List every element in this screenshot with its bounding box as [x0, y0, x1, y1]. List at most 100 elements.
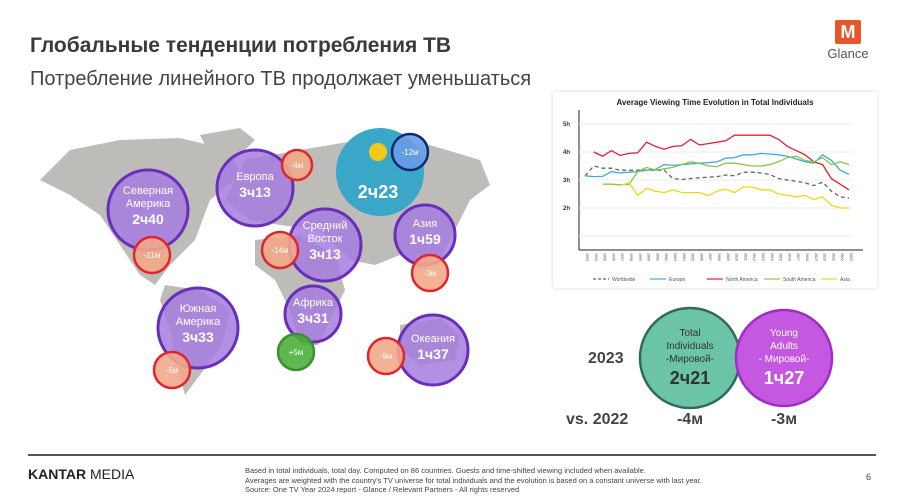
- region-name: Средний: [303, 220, 348, 232]
- footnote: Source: One TV Year 2024 report - Glance…: [245, 485, 520, 494]
- x-tick-label: 2023: [849, 253, 853, 261]
- region-time: 2ч40: [132, 211, 164, 227]
- delta-value: -11м: [144, 251, 160, 260]
- kazakhstan-time: 2ч23: [358, 182, 398, 202]
- x-tick-label: 1993: [585, 253, 589, 261]
- y-tick-label: 3h: [563, 178, 570, 184]
- kazakhstan-delta-bubble: -12м: [390, 132, 430, 172]
- region-time: 1ч59: [409, 231, 441, 247]
- young-delta: -3м: [770, 411, 798, 428]
- footnote: Averages are weighted with the country's…: [245, 475, 702, 485]
- y-tick-label: 5h: [563, 122, 570, 128]
- page-number: 6: [866, 472, 872, 482]
- x-tick-label: 2002: [664, 253, 668, 261]
- total-delta: -4м: [676, 411, 704, 428]
- total-individuals-circle: Total Individuals -Мировой- 2ч21: [638, 306, 742, 410]
- x-tick-label: 2010: [735, 253, 739, 261]
- x-tick-label: 2006: [699, 253, 703, 261]
- x-tick-label: 2016: [787, 253, 791, 261]
- x-tick-label: 2017: [796, 253, 800, 261]
- x-tick-label: 2013: [761, 253, 765, 261]
- delta-value: +5м: [289, 348, 304, 357]
- x-tick-label: 2011: [743, 253, 747, 261]
- kantar-media-logo: KANTAR MEDIA: [28, 466, 134, 482]
- young-time: 1ч27: [764, 368, 804, 388]
- summary-circles: Total Individuals -Мировой- 2ч21 Young A…: [638, 306, 834, 410]
- legend-label: South America: [783, 277, 816, 283]
- young-l1: Young: [770, 328, 798, 339]
- total-l1: Total: [679, 328, 700, 339]
- x-tick-label: 2020: [823, 253, 827, 261]
- delta-value: -14м: [271, 246, 288, 255]
- viewing-time-chart: Average Viewing Time Evolution in Total …: [553, 92, 877, 288]
- kazakhstan-delta: -12м: [401, 148, 418, 157]
- region-name: Африка: [293, 297, 334, 309]
- x-tick-label: 2012: [752, 253, 756, 261]
- young-l2: Adults: [770, 341, 798, 352]
- series-line-south-america: [602, 155, 850, 186]
- series-line-asia: [620, 182, 849, 209]
- brand-bold: KANTAR: [28, 466, 87, 482]
- series-line-worldwide: [584, 165, 850, 199]
- footnotes: Based in total individuals, total day. C…: [245, 466, 702, 495]
- delta-bubble: +5м: [276, 332, 316, 372]
- line-chart: Average Viewing Time Evolution in Total …: [563, 98, 863, 283]
- y-tick-label: 2h: [563, 206, 570, 212]
- brand-rest: MEDIA: [86, 466, 135, 482]
- region-time: 1ч37: [417, 346, 449, 362]
- young-l3: - Мировой-: [759, 354, 810, 365]
- x-tick-label: 2021: [831, 253, 835, 261]
- region-name: Европа: [236, 171, 274, 183]
- region-time: 3ч13: [309, 246, 341, 262]
- region-name-2: Америка: [176, 316, 221, 328]
- total-time: 2ч21: [670, 368, 710, 388]
- x-tick-label: 1994: [594, 253, 598, 261]
- x-tick-label: 2005: [691, 253, 695, 261]
- region-time: 3ч13: [239, 184, 271, 200]
- delta-bubble: -11м: [132, 235, 172, 275]
- x-tick-label: 2022: [840, 253, 844, 261]
- series-line-north-america: [593, 134, 850, 191]
- delta-bubble: -5м: [152, 350, 192, 390]
- footnote: Based in total individuals, total day. C…: [245, 466, 646, 475]
- x-tick-label: 1996: [611, 253, 615, 261]
- region-name: Южная: [180, 303, 217, 315]
- logo-mark: M: [835, 20, 861, 44]
- vs-label: vs. 2022: [566, 411, 629, 428]
- x-tick-label: 1999: [638, 253, 642, 261]
- x-tick-label: 2018: [805, 253, 809, 261]
- x-tick-label: 2014: [770, 253, 774, 261]
- kazakhstan-emblem-icon: [369, 143, 387, 161]
- x-tick-label: 2000: [647, 253, 651, 261]
- region-name-2: Америка: [126, 198, 171, 210]
- legend-label: Europe: [669, 277, 685, 283]
- footer-divider: [28, 454, 876, 456]
- total-l2: Individuals: [666, 341, 713, 352]
- delta-bubble: -3м: [410, 253, 450, 293]
- region-name: Океания: [411, 333, 455, 345]
- glance-logo: M Glance: [818, 16, 878, 61]
- x-tick-label: 1997: [620, 253, 624, 261]
- series-line-europe: [584, 152, 850, 178]
- x-tick-label: 2009: [726, 253, 730, 261]
- legend-label: North America: [726, 277, 758, 283]
- delta-value: -4м: [291, 161, 304, 170]
- delta-bubble: -9м: [366, 336, 406, 376]
- young-adults-circle: Young Adults - Мировой- 1ч27: [734, 308, 834, 408]
- region-time: 3ч31: [297, 310, 329, 326]
- x-tick-label: 2008: [717, 253, 721, 261]
- x-tick-label: 2019: [814, 253, 818, 261]
- x-tick-label: 2004: [682, 253, 686, 261]
- x-tick-label: 2007: [708, 253, 712, 261]
- region-name: Азия: [413, 218, 438, 230]
- delta-bubble: -4м: [280, 148, 314, 182]
- x-tick-label: 2003: [673, 253, 677, 261]
- delta-bubble: -14м: [260, 230, 300, 270]
- page-subtitle: Потребление линейного ТВ продолжает умен…: [30, 68, 532, 90]
